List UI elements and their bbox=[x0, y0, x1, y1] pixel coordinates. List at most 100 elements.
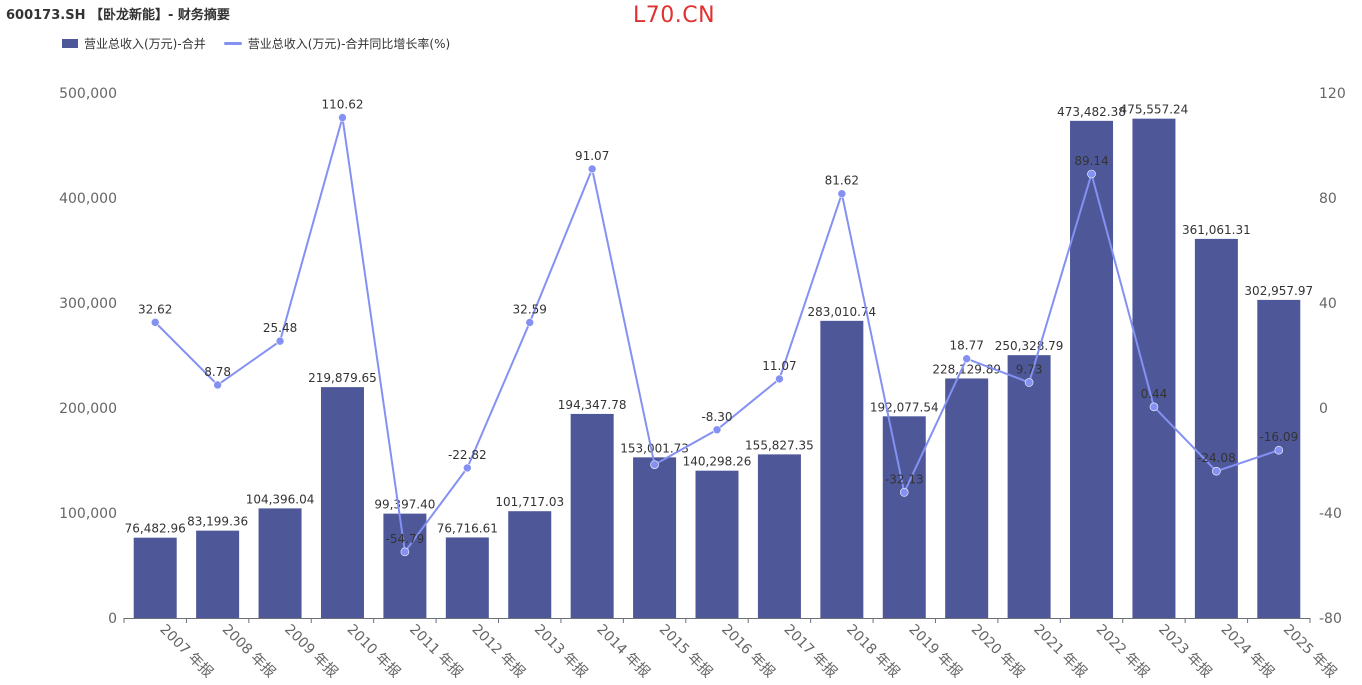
revenue-bar-label: 104,396.04 bbox=[246, 492, 315, 506]
revenue-bar bbox=[1132, 118, 1176, 618]
growth-point bbox=[1087, 169, 1096, 179]
revenue-bar-label: 155,827.35 bbox=[745, 438, 814, 452]
growth-point-label: -24.08 bbox=[1197, 451, 1236, 465]
y-left-tick-label: 400,000 bbox=[59, 191, 117, 207]
legend-bar-swatch bbox=[62, 39, 78, 48]
y-right-tick-label: 0 bbox=[1319, 401, 1328, 417]
revenue-bar bbox=[695, 470, 739, 618]
growth-point-label: 11.07 bbox=[762, 359, 796, 373]
growth-point-label: -22.82 bbox=[448, 448, 487, 462]
revenue-bar-label: 101,717.03 bbox=[495, 495, 564, 509]
legend-item-growth[interactable]: 营业总收入(万元)-合并同比增长率(%) bbox=[223, 35, 451, 52]
legend-item-revenue[interactable]: 营业总收入(万元)-合并 bbox=[62, 35, 206, 52]
x-tick-label: 2025 年报 bbox=[1280, 622, 1339, 681]
growth-point bbox=[400, 547, 410, 557]
growth-point bbox=[899, 488, 909, 497]
y-right-tick-label: -40 bbox=[1319, 506, 1342, 522]
growth-point-label: 0.44 bbox=[1141, 387, 1168, 401]
watermark: L70.CN bbox=[633, 3, 716, 28]
revenue-bar-label: 153,001.73 bbox=[620, 441, 689, 455]
revenue-bar bbox=[1257, 299, 1301, 618]
y-left-tick-label: 100,000 bbox=[59, 506, 117, 522]
growth-point bbox=[463, 463, 472, 473]
revenue-bar-label: 140,298.26 bbox=[683, 455, 752, 469]
growth-point-label: -32.13 bbox=[885, 472, 924, 486]
growth-point-label: 18.77 bbox=[950, 339, 984, 353]
x-tick-label: 2023 年报 bbox=[1155, 622, 1214, 681]
growth-point bbox=[837, 189, 847, 199]
growth-point-label: 91.07 bbox=[575, 149, 609, 163]
y-right-tick-label: 40 bbox=[1319, 296, 1337, 312]
growth-point bbox=[1024, 378, 1034, 387]
revenue-bar bbox=[133, 537, 177, 618]
x-tick-label: 2022 年报 bbox=[1093, 622, 1152, 681]
growth-point-label: 9.73 bbox=[1016, 362, 1043, 376]
x-tick-label: 2024 年报 bbox=[1218, 622, 1277, 681]
growth-point-label: 25.48 bbox=[263, 321, 297, 335]
growth-point bbox=[587, 164, 597, 174]
y-left-tick-label: 0 bbox=[108, 611, 117, 627]
growth-point-label: -54.79 bbox=[386, 532, 425, 546]
y-right-tick-label: 80 bbox=[1319, 191, 1337, 207]
legend-label-growth: 营业总收入(万元)-合并同比增长率(%) bbox=[247, 37, 451, 51]
x-tick-label: 2008 年报 bbox=[219, 622, 278, 681]
growth-point-label: 32.62 bbox=[138, 302, 172, 316]
revenue-bar-label: 475,557.24 bbox=[1120, 103, 1189, 117]
x-tick-label: 2012 年报 bbox=[468, 622, 527, 681]
revenue-bar-label: 76,716.61 bbox=[437, 521, 498, 535]
revenue-bar-label: 83,199.36 bbox=[187, 515, 248, 529]
growth-point bbox=[1149, 402, 1159, 412]
revenue-bar-label: 250,328.79 bbox=[995, 339, 1064, 353]
growth-point-label: -8.30 bbox=[701, 410, 732, 424]
x-tick-label: 2016 年报 bbox=[718, 622, 777, 681]
x-tick-label: 2017 年报 bbox=[781, 622, 840, 681]
revenue-bar-label: 192,077.54 bbox=[870, 400, 939, 414]
revenue-bar-label: 302,957.97 bbox=[1244, 284, 1313, 298]
x-tick-label: 2014 年报 bbox=[593, 622, 652, 681]
x-tick-label: 2018 年报 bbox=[843, 622, 902, 681]
x-tick-label: 2020 年报 bbox=[968, 622, 1027, 681]
growth-point-label: 32.59 bbox=[513, 302, 547, 316]
revenue-bar bbox=[508, 511, 552, 618]
revenue-bar bbox=[1194, 238, 1238, 618]
y-left-tick-label: 500,000 bbox=[59, 86, 117, 102]
revenue-bar-label: 219,879.65 bbox=[308, 371, 377, 385]
revenue-bar-label: 228,129.89 bbox=[932, 362, 1001, 376]
revenue-bar-label: 99,397.40 bbox=[374, 498, 435, 512]
growth-point-label: -16.09 bbox=[1259, 430, 1298, 444]
revenue-bar bbox=[383, 513, 427, 618]
y-left-tick-label: 200,000 bbox=[59, 401, 117, 417]
growth-point bbox=[150, 318, 160, 327]
x-tick-label: 2007 年报 bbox=[156, 622, 215, 681]
y-left-tick-label: 300,000 bbox=[59, 296, 117, 312]
growth-point bbox=[525, 318, 535, 327]
legend-line-swatch bbox=[223, 42, 242, 45]
revenue-bar bbox=[258, 508, 302, 618]
growth-point-label: 89.14 bbox=[1074, 154, 1108, 168]
revenue-bar bbox=[570, 413, 614, 618]
revenue-bar-label: 473,482.38 bbox=[1057, 105, 1126, 119]
revenue-bar bbox=[633, 457, 677, 618]
growth-point bbox=[213, 380, 222, 390]
revenue-bar bbox=[1070, 120, 1114, 618]
revenue-bar bbox=[1007, 355, 1051, 618]
revenue-bar bbox=[320, 387, 364, 618]
growth-point bbox=[775, 374, 784, 384]
growth-point bbox=[275, 336, 285, 346]
revenue-bar bbox=[196, 530, 240, 618]
chart-title: 600173.SH 【卧龙新能】- 财务摘要 bbox=[6, 8, 230, 23]
revenue-bar-label: 283,010.74 bbox=[807, 305, 876, 319]
x-tick-label: 2011 年报 bbox=[406, 622, 465, 681]
x-tick-label: 2013 年报 bbox=[531, 622, 590, 681]
growth-point bbox=[338, 113, 347, 122]
revenue-bar bbox=[945, 378, 989, 618]
growth-point bbox=[1212, 466, 1221, 476]
growth-point bbox=[962, 354, 971, 364]
y-right-tick-label: 120 bbox=[1319, 86, 1346, 102]
x-tick-label: 2009 年报 bbox=[281, 622, 340, 681]
revenue-bar bbox=[757, 454, 801, 618]
legend: 营业总收入(万元)-合并 营业总收入(万元)-合并同比增长率(%) bbox=[62, 35, 468, 52]
x-tick-label: 2021 年报 bbox=[1030, 622, 1089, 681]
x-tick-label: 2019 年报 bbox=[905, 622, 964, 681]
